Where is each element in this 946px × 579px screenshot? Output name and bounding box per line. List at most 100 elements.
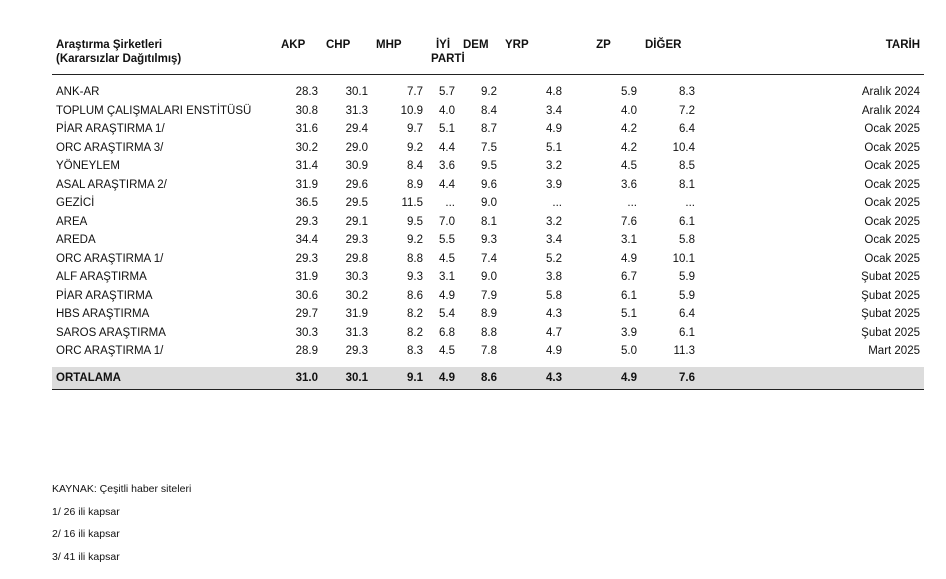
avg-company: ORTALAMA [52,366,277,389]
header-yrp: YRP [505,39,529,51]
cell-zp: 3.6 [621,178,637,191]
cell-diger: 10.1 [672,252,695,265]
cell-akp: 28.9 [295,345,318,357]
cell-dem: 7.5 [481,141,497,154]
cell-diger: 8.3 [679,86,695,98]
avg-akp: 31.0 [277,366,322,389]
header-row: Araştırma Şirketleri (Kararsızlar Dağıtı… [52,38,924,75]
cell-iyi: ... [445,197,455,209]
cell-iyi: 3.6 [439,160,455,172]
cell-akp: 28.3 [295,86,318,98]
cell-akp: 29.7 [295,308,318,320]
header-dem: DEM [463,39,489,51]
cell-dem: 8.8 [481,326,497,339]
cell-mhp: 9.5 [407,215,423,228]
cell-yrp: 4.7 [546,326,562,339]
table-row: HBS ARAŞTIRMA 29.7 31.9 8.2 5.4 8.9 4.3 … [52,305,924,324]
cell-company: AREDA [56,234,96,246]
cell-dem: 9.0 [481,271,497,283]
cell-company: HBS ARAŞTIRMA [56,308,150,320]
cell-chp: 29.8 [345,252,368,265]
poll-table: Araştırma Şirketleri (Kararsızlar Dağıtı… [52,38,924,390]
cell-mhp: 8.4 [407,160,423,172]
cell-akp: 29.3 [295,252,318,265]
cell-mhp: 8.6 [407,289,423,302]
table-row: AREA 29.3 29.1 9.5 7.0 8.1 3.2 7.6 6.1 O… [52,213,924,232]
cell-diger: 7.2 [679,104,695,117]
cell-iyi: 4.5 [439,252,455,265]
table-row: ORC ARAŞTIRMA 1/ 28.9 29.3 8.3 4.5 7.8 4… [52,342,924,361]
cell-dem: 8.1 [481,215,497,228]
cell-dem: 9.3 [481,234,497,246]
footnote-1: 1/ 26 ili kapsar [52,505,120,518]
cell-chp: 29.4 [345,123,368,135]
cell-mhp: 8.8 [407,252,423,265]
header-akp: AKP [281,39,306,51]
footnote-2: 2/ 16 ili kapsar [52,528,120,540]
cell-zp: 4.5 [621,160,637,172]
cell-zp: 7.6 [621,215,637,228]
cell-zp: ... [627,197,637,209]
header-mhp: MHP [376,39,402,51]
cell-tarih: Şubat 2025 [861,326,920,339]
cell-yrp: ... [552,197,562,209]
avg-iyi: 4.9 [427,366,459,389]
cell-dem: 7.4 [481,252,497,265]
cell-tarih: Şubat 2025 [861,308,920,320]
avg-yrp: 4.3 [501,366,566,389]
cell-akp: 31.6 [295,123,318,135]
cell-mhp: 8.2 [407,308,423,320]
header-chp: CHP [326,39,351,51]
cell-chp: 29.3 [345,345,368,357]
cell-zp: 4.0 [621,104,637,117]
cell-company: PİAR ARAŞTIRMA [56,289,153,302]
cell-diger: 10.4 [672,141,695,154]
cell-zp: 5.1 [621,308,637,320]
cell-mhp: 9.2 [407,234,423,246]
cell-dem: 8.7 [481,123,497,135]
cell-tarih: Aralık 2024 [861,86,920,98]
cell-tarih: Mart 2025 [868,345,920,357]
cell-mhp: 8.3 [407,345,423,357]
cell-company: ORC ARAŞTIRMA 3/ [56,141,164,154]
avg-chp: 30.1 [322,366,372,389]
cell-yrp: 4.8 [546,86,562,98]
table-row: PİAR ARAŞTIRMA 30.6 30.2 8.6 4.9 7.9 5.8… [52,287,924,306]
avg-tarih [699,366,924,389]
cell-company: ORC ARAŞTIRMA 1/ [56,252,164,265]
cell-yrp: 5.1 [546,141,562,154]
cell-tarih: Şubat 2025 [861,289,920,302]
cell-akp: 31.9 [295,178,318,191]
cell-chp: 31.3 [345,104,368,117]
cell-yrp: 4.3 [546,308,562,320]
cell-mhp: 8.2 [407,326,423,339]
cell-dem: 7.8 [481,345,497,357]
cell-company: PİAR ARAŞTIRMA 1/ [56,123,165,135]
cell-chp: 30.1 [345,86,368,98]
cell-tarih: Ocak 2025 [864,215,920,228]
cell-zp: 4.2 [621,123,637,135]
cell-chp: 29.6 [345,178,368,191]
cell-akp: 30.8 [295,104,318,117]
cell-tarih: Ocak 2025 [864,123,920,135]
cell-mhp: 11.5 [401,197,423,209]
cell-dem: 8.4 [481,104,497,117]
cell-iyi: 3.1 [439,271,455,283]
cell-company: ORC ARAŞTIRMA 1/ [56,345,164,357]
cell-diger: 5.9 [679,271,695,283]
header-company: Araştırma Şirketleri (Kararsızlar Dağıtı… [52,38,277,75]
cell-yrp: 5.8 [546,289,562,302]
header-iyi: İYİ PARTİ [427,38,465,75]
table-row: ANK-AR 28.3 30.1 7.7 5.7 9.2 4.8 5.9 8.3… [52,75,924,102]
cell-yrp: 3.4 [546,104,562,117]
table-row: SAROS ARAŞTIRMA 30.3 31.3 8.2 6.8 8.8 4.… [52,324,924,343]
cell-akp: 30.3 [295,326,318,339]
cell-mhp: 10.9 [400,104,423,117]
cell-chp: 29.1 [345,215,368,228]
cell-diger: 5.8 [679,234,695,246]
cell-iyi: 4.9 [439,289,455,302]
header-zp: ZP [596,39,611,51]
cell-akp: 30.2 [295,141,318,154]
cell-tarih: Ocak 2025 [864,197,920,209]
table-row: YÖNEYLEM 31.4 30.9 8.4 3.6 9.5 3.2 4.5 8… [52,157,924,176]
